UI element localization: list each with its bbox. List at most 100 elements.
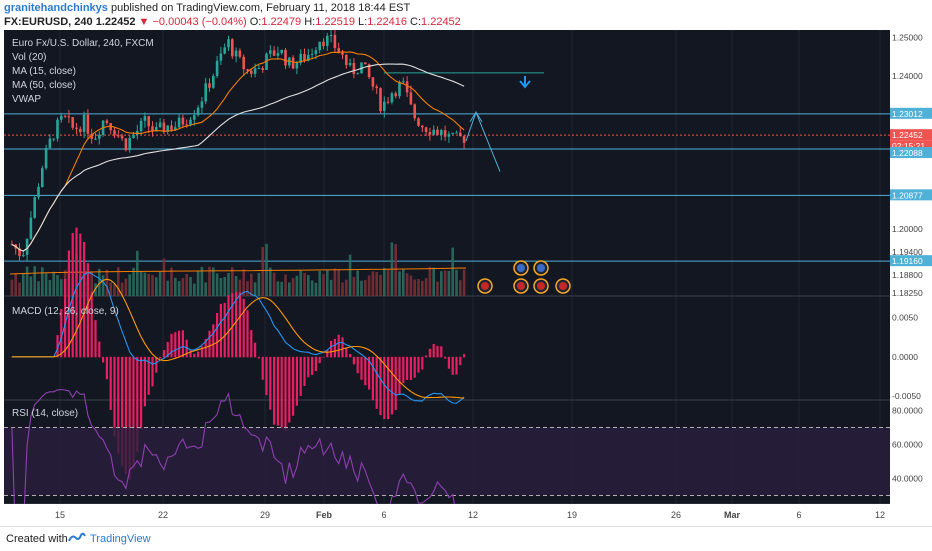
candle-body (394, 93, 397, 97)
candle-body (383, 101, 386, 111)
volume-bar (48, 279, 52, 296)
candle-body (18, 248, 21, 257)
candle-body (242, 56, 245, 70)
volume-bar (352, 276, 356, 296)
down-arrow-icon: ▼ (138, 16, 150, 28)
macd-histogram-bar (345, 347, 348, 358)
candle-body (162, 122, 166, 132)
macd-histogram-bar (64, 278, 67, 358)
macd-histogram-bar (200, 346, 203, 358)
macd-histogram-bar (242, 298, 245, 358)
candle-body (364, 62, 367, 65)
volume-bar (147, 274, 150, 296)
volume-bar (337, 269, 340, 296)
x-tick-label: Mar (724, 510, 741, 520)
candle-body (272, 50, 276, 56)
candle-body (352, 63, 356, 74)
candle-body (90, 133, 93, 139)
macd-histogram-bar (292, 356, 295, 416)
candle-body (253, 68, 257, 74)
volume-bar (136, 250, 139, 296)
volume-bar (421, 280, 424, 296)
macd-histogram-bar (189, 350, 192, 358)
volume-bar (383, 267, 386, 296)
candle-body (52, 138, 55, 140)
macd-histogram-bar (398, 356, 401, 396)
candle-body (367, 64, 371, 78)
candle-body (269, 50, 272, 54)
volume-bar (52, 271, 55, 296)
candle-body (67, 116, 71, 118)
macd-histogram-bar (223, 302, 226, 358)
volume-bar (151, 274, 154, 296)
macd-histogram-bar (459, 356, 462, 366)
volume-bar (345, 279, 348, 296)
macd-histogram-bar (94, 320, 97, 358)
macd-histogram-bar (322, 356, 325, 358)
candle-body (71, 117, 74, 128)
price-label-box (890, 255, 932, 267)
volume-bar (128, 274, 131, 296)
volume-bar (132, 267, 135, 296)
candle-body (371, 77, 375, 87)
chart-area[interactable]: 15 22 29 Feb 6 12 19 26 Mar 6 12 Euro Fx/U.S. Doll… (4, 30, 890, 526)
macd-histogram-bar (276, 356, 279, 426)
chart-canvas[interactable]: 15 22 29 Feb 6 12 19 26 Mar 6 12 (4, 30, 890, 526)
macd-histogram-bar (261, 356, 264, 380)
volume-bar (341, 282, 344, 296)
volume-bar (379, 274, 382, 296)
volume-bar (250, 273, 253, 296)
macd-histogram-bar (330, 340, 333, 358)
macd-histogram-bar (371, 356, 374, 401)
macd-histogram-bar (216, 312, 219, 358)
legend-macd: MACD (12, 26, close, 9) (12, 306, 119, 317)
macd-histogram-bar (60, 308, 63, 358)
price-label-box (890, 140, 932, 152)
macd-histogram-bar (83, 241, 86, 358)
macd-histogram-bar (159, 356, 162, 359)
candle-body (117, 135, 120, 137)
price-axis[interactable]: 1.25000 1.24000 1.23012 1.22452 02:15:21 1.22… (890, 30, 932, 526)
macd-histogram-bar (447, 356, 450, 369)
candle-body (284, 49, 287, 66)
volume-bar (329, 279, 333, 296)
volume-bar (310, 280, 314, 296)
macd-histogram-bar (132, 356, 135, 469)
volume-bar (394, 244, 397, 296)
macd-histogram-bar (421, 356, 424, 370)
macd-histogram-bar (333, 338, 336, 358)
macd-histogram-bar (352, 356, 355, 365)
candle-body (82, 114, 86, 133)
volume-bar (398, 271, 401, 296)
macd-histogram-bar (124, 356, 127, 474)
candle-body (310, 53, 314, 55)
volume-bar (428, 266, 432, 296)
volume-bar (272, 272, 276, 296)
candle-body (200, 101, 204, 108)
tradingview-link[interactable]: TradingView (90, 533, 151, 545)
x-tick-label: 6 (796, 510, 801, 520)
macd-histogram-bar (197, 351, 200, 358)
flag-icon (517, 264, 525, 272)
volume-bar (25, 266, 29, 296)
volume-bar (37, 281, 40, 296)
candle-body (451, 132, 454, 134)
volume-bar (208, 266, 211, 296)
macd-histogram-bar (121, 356, 124, 467)
candle-body (413, 104, 416, 119)
macd-histogram-bar (295, 356, 298, 406)
volume-bar (348, 254, 352, 296)
macd-histogram-bar (379, 356, 382, 416)
volume-bar (177, 281, 181, 296)
volume-bar (105, 269, 109, 296)
candle-body (436, 129, 439, 135)
volume-bar (436, 281, 439, 296)
high-value: 1.22519 (315, 16, 355, 28)
price-tick-label: 1.25000 (892, 33, 923, 43)
volume-bar (113, 283, 116, 296)
flag-icon (559, 282, 567, 290)
x-tick-label: Feb (316, 510, 333, 520)
author-link[interactable]: granitehandchinkys (4, 2, 108, 14)
volume-bar (98, 268, 101, 296)
flag-icon (537, 264, 545, 272)
